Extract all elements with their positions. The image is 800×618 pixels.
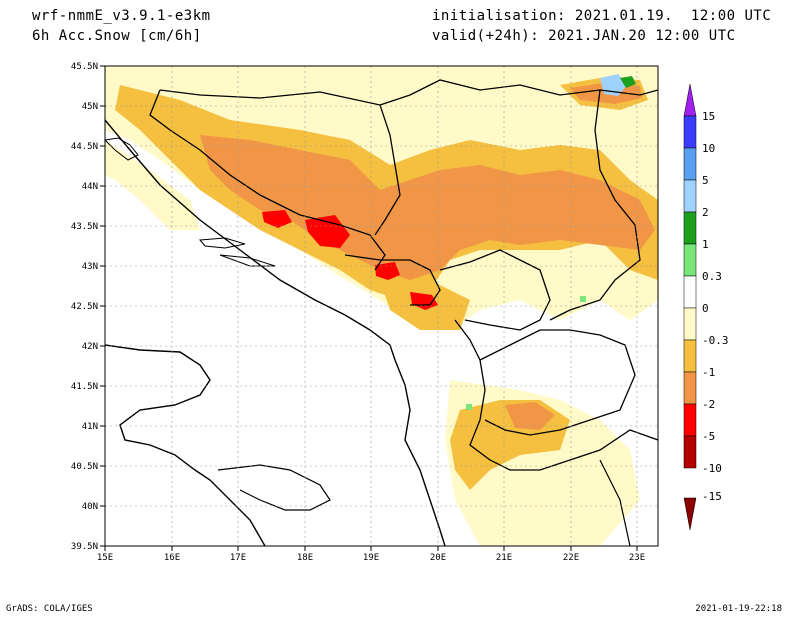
colorbar-segment [683, 211, 697, 245]
coastline [105, 119, 446, 546]
colorbar-label: 5 [702, 174, 709, 187]
colorbar-segment [683, 275, 697, 309]
footer-credit: GrADS: COLA/IGES [6, 604, 93, 614]
snow-darkorange-south [505, 402, 555, 430]
colorbar-segment [683, 243, 697, 277]
colorbar-segment [683, 307, 697, 341]
lat-label: 44.5N [71, 142, 98, 152]
snow-red-3 [375, 262, 400, 280]
colorbar-label: -15 [702, 490, 722, 503]
grid-lines [105, 66, 658, 546]
colorbar-segment [683, 339, 697, 373]
lat-axis: 45.5N 45N 44.5N 44N 43.5N 43N 42.5N 42N … [71, 62, 105, 552]
colorbar-segment [683, 371, 697, 405]
colorbar-label: -10 [702, 462, 722, 475]
valid-time: valid(+24h): 2021.JAN.20 12:00 UTC [432, 28, 736, 44]
lon-label: 19E [363, 553, 379, 563]
lon-label: 22E [563, 553, 579, 563]
snow-lightgreen-1 [580, 296, 586, 302]
istria-coast [105, 137, 139, 161]
colorbar-label: 0 [702, 302, 709, 315]
snow-red-1 [262, 210, 292, 228]
colorbar-label: -0.3 [702, 334, 729, 347]
border-macedonia [479, 329, 636, 436]
snow-green-patch [620, 76, 636, 88]
lon-label: 21E [496, 553, 512, 563]
colorbar-label: 15 [702, 110, 715, 123]
colorbar-label: -2 [702, 398, 715, 411]
colorbar-label: -5 [702, 430, 715, 443]
border-montenegro [344, 254, 441, 306]
border-albania-east [454, 319, 511, 471]
colorbar-segment [683, 403, 697, 437]
lon-label: 18E [297, 553, 313, 563]
border-greece [510, 429, 658, 471]
lat-label: 42N [82, 342, 98, 352]
border-kosovo [439, 249, 551, 331]
colorbar-segment [683, 147, 697, 181]
lon-label: 20E [430, 553, 446, 563]
border-serbia-east [549, 89, 641, 321]
colorbar-label: -1 [702, 366, 715, 379]
colorbar-label: 1 [702, 238, 709, 251]
snow-light-west [105, 140, 200, 230]
colorbar-label: 10 [702, 142, 715, 155]
greece-coast [599, 459, 631, 546]
colorbar: 15 10 5 2 1 0.3 0 -0.3 -1 -2 -5 -10 -15 [683, 83, 729, 531]
snow-field [105, 66, 658, 546]
lat-label: 41.5N [71, 382, 98, 392]
italy-heel [217, 464, 331, 511]
island-1 [198, 237, 246, 249]
model-title: wrf-nmmE_v3.9.1-e3km [32, 8, 211, 24]
lat-label: 43.5N [71, 222, 98, 232]
snow-darkorange-band [200, 135, 655, 280]
snow-lightgreen-2 [466, 404, 472, 410]
snow-red-2 [305, 215, 350, 248]
init-time: initialisation: 2021.01.19. 12:00 UTC [432, 8, 772, 24]
lat-label: 40N [82, 502, 98, 512]
lat-label: 39.5N [71, 542, 98, 552]
border-serbia-west [374, 104, 401, 236]
colorbar-segment [683, 179, 697, 213]
lon-label: 16E [164, 553, 180, 563]
lon-label: 15E [97, 553, 113, 563]
footer-timestamp: 2021-01-19-22:18 [695, 604, 782, 614]
colorbar-segment [683, 435, 697, 469]
lat-label: 44N [82, 182, 98, 192]
colorbar-label: 2 [702, 206, 709, 219]
lat-label: 40.5N [71, 462, 98, 472]
lat-label: 45N [82, 102, 98, 112]
lat-label: 45.5N [71, 62, 98, 72]
colorbar-segment [683, 115, 697, 149]
italy-coast [105, 344, 266, 546]
lat-label: 42.5N [71, 302, 98, 312]
colorbar-label: 0.3 [702, 270, 722, 283]
lon-axis: 15E 16E 17E 18E 19E 20E 21E 22E 23E [97, 546, 645, 563]
colorbar-top-arrow [683, 83, 697, 117]
lat-label: 43N [82, 262, 98, 272]
lat-label: 41N [82, 422, 98, 432]
border-bosnia [149, 89, 386, 271]
field-title: 6h Acc.Snow [cm/6h] [32, 28, 202, 44]
lon-label: 17E [230, 553, 246, 563]
lon-label: 23E [629, 553, 645, 563]
colorbar-bottom-arrow [683, 497, 697, 531]
